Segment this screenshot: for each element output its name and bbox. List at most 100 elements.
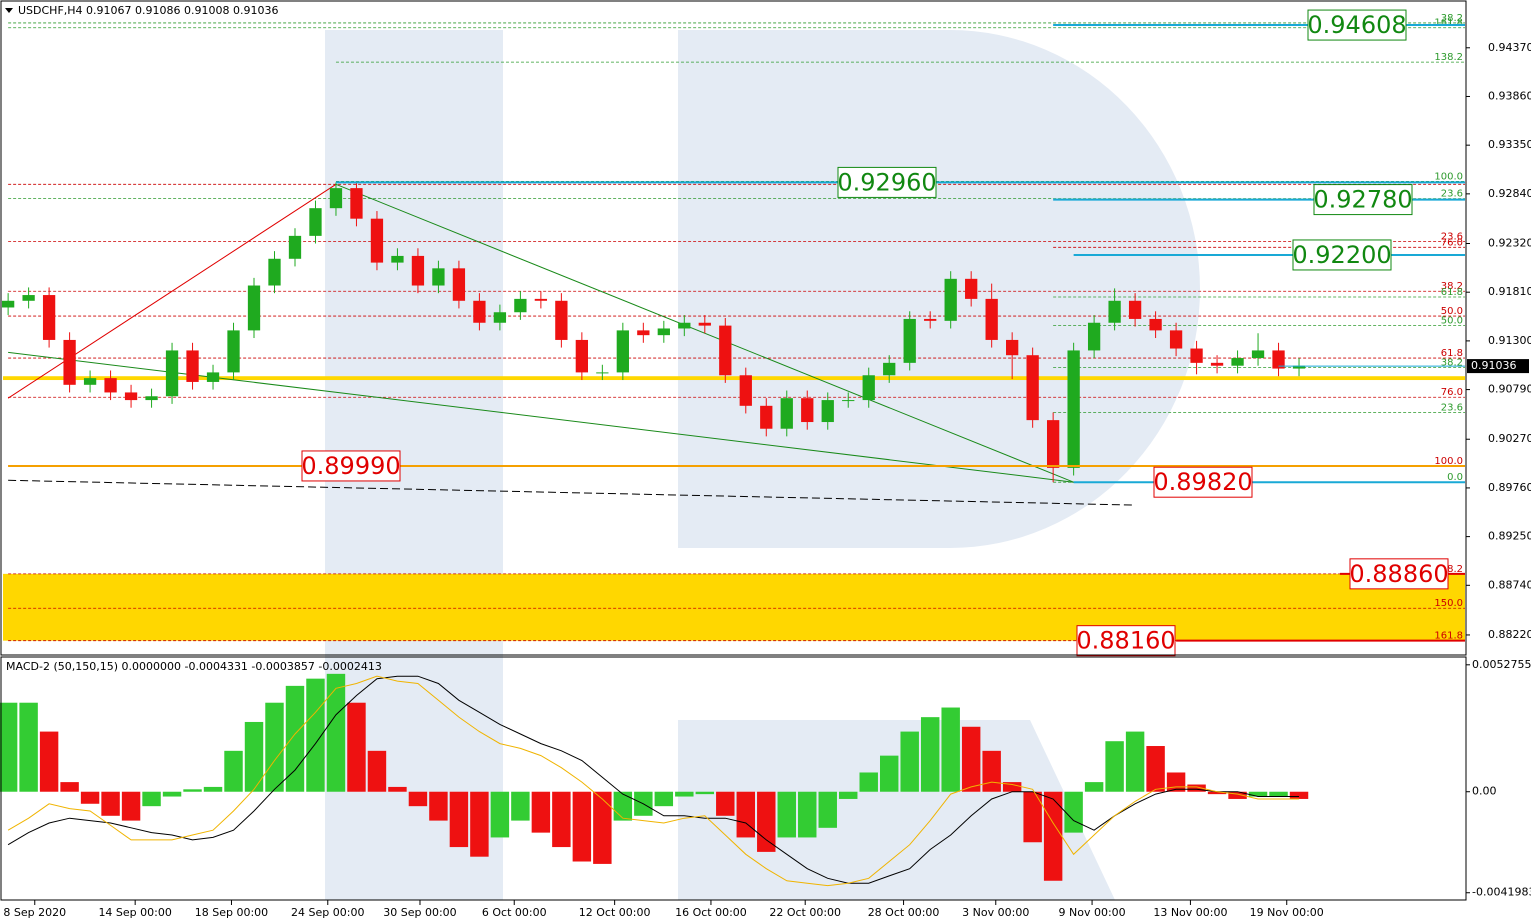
candle-body [1,300,15,308]
fib-level-label: 76.0 [1441,237,1463,248]
histogram-bar [1002,782,1022,792]
candle-body [165,350,179,397]
histogram-bar [511,791,530,821]
histogram-bar [1269,791,1288,797]
x-tick-label: 9 Nov 00:00 [1058,906,1125,919]
candle-body [309,208,322,236]
candle-body [1210,362,1224,366]
candle-body [1169,330,1183,349]
candle-body [370,218,384,263]
candle-body [678,322,691,329]
histogram-bar [203,786,223,792]
y-tick-label: 0.88740 [1488,578,1531,591]
target-label: 0.88160 [1076,627,1175,655]
x-tick-label: 22 Oct 00:00 [769,906,841,919]
histogram-bar [1207,791,1227,795]
candle-body [719,325,732,376]
y-tick-label: 0.0052755 [1472,658,1531,671]
histogram-bar [121,791,141,821]
last-price-box [1467,359,1529,374]
histogram-bar [347,702,366,792]
target-box [1153,466,1253,498]
watermark-bowl [678,30,1200,548]
candle-body [780,398,793,429]
fib-level-label: 100.0 [1434,456,1463,467]
y-tick-label: 0.92840 [1488,187,1531,200]
x-tick-label: 28 Oct 00:00 [868,906,940,919]
histogram-bar [1146,746,1165,792]
y-tick-label: 0.94370 [1488,41,1531,54]
fib-level-label: 38.2 [1441,358,1463,369]
trend-line [7,183,337,399]
histogram-bar [1023,791,1042,843]
candle-body [329,188,343,209]
fib-level-label: 23.6 [1441,402,1463,413]
fib-level-label: 50.0 [1441,306,1463,317]
target-label: 0.88860 [1349,560,1448,588]
histogram-bar [1084,782,1104,792]
fib-level-label: 23.6 [1441,232,1463,243]
histogram-bar [1125,731,1145,792]
fib-level-label: 61.8 [1441,287,1463,298]
histogram-bar [142,791,161,807]
zone [3,573,1465,641]
y-tick-label: 0.89760 [1488,481,1531,494]
candle-body [104,378,117,393]
histogram-bar [80,791,100,804]
histogram-bar [60,782,79,792]
histogram-bar [879,755,899,792]
histogram-bar [39,731,59,792]
candle-body [1251,350,1265,359]
price-panel-frame [0,0,1467,656]
fib-level-label: 23.6 [1441,189,1463,200]
histogram-bar [716,791,735,816]
x-tick-label: 14 Sep 00:00 [98,906,171,919]
y-tick-label: 0.00 [1472,785,1497,798]
histogram-bar [1289,791,1309,799]
target-label: 0.92780 [1313,186,1412,214]
candle-body [452,268,466,301]
macd-line [7,675,1299,887]
trend-line [8,479,1136,506]
histogram-bar [593,791,612,864]
candle-body [657,328,670,336]
trend-line [8,351,1074,483]
fib-level-label: 161.8 [1434,18,1463,29]
target-box [837,166,937,198]
histogram-bar [1248,791,1268,797]
candle-body [534,298,548,301]
candle-body [493,312,507,323]
candle-body [186,350,199,382]
candle-body [22,295,35,301]
histogram-bar [1187,784,1206,792]
candle-body [842,400,855,402]
histogram-bar [798,791,817,838]
histogram-bar [757,791,776,852]
macd-line [7,675,1299,884]
x-tick-label: 24 Sep 00:00 [291,906,364,919]
histogram-bar [839,791,858,799]
candle-body [473,300,486,323]
y-tick-label: 0.88220 [1488,628,1531,641]
y-tick-label: 0.91810 [1488,285,1531,298]
candle-body [227,330,240,373]
fib-level-label: 161.8 [1434,631,1463,642]
x-tick-label: 12 Oct 00:00 [579,906,651,919]
histogram-bar [162,791,182,797]
candle-body [42,295,56,340]
target-box [1292,239,1392,271]
candle-body [1006,339,1019,356]
candle-body [616,330,629,373]
fib-level-label: 50.0 [1441,316,1463,327]
candle-body [124,392,138,401]
candle-body [1128,300,1142,319]
histogram-bar [101,791,120,816]
candle-body [862,375,875,401]
histogram-bar [490,791,510,838]
candle-body [965,278,978,299]
header-arrow [5,8,13,13]
candle-body [1108,300,1121,323]
candle-body [432,268,445,286]
histogram-bar [531,791,551,833]
target-box [301,450,401,482]
